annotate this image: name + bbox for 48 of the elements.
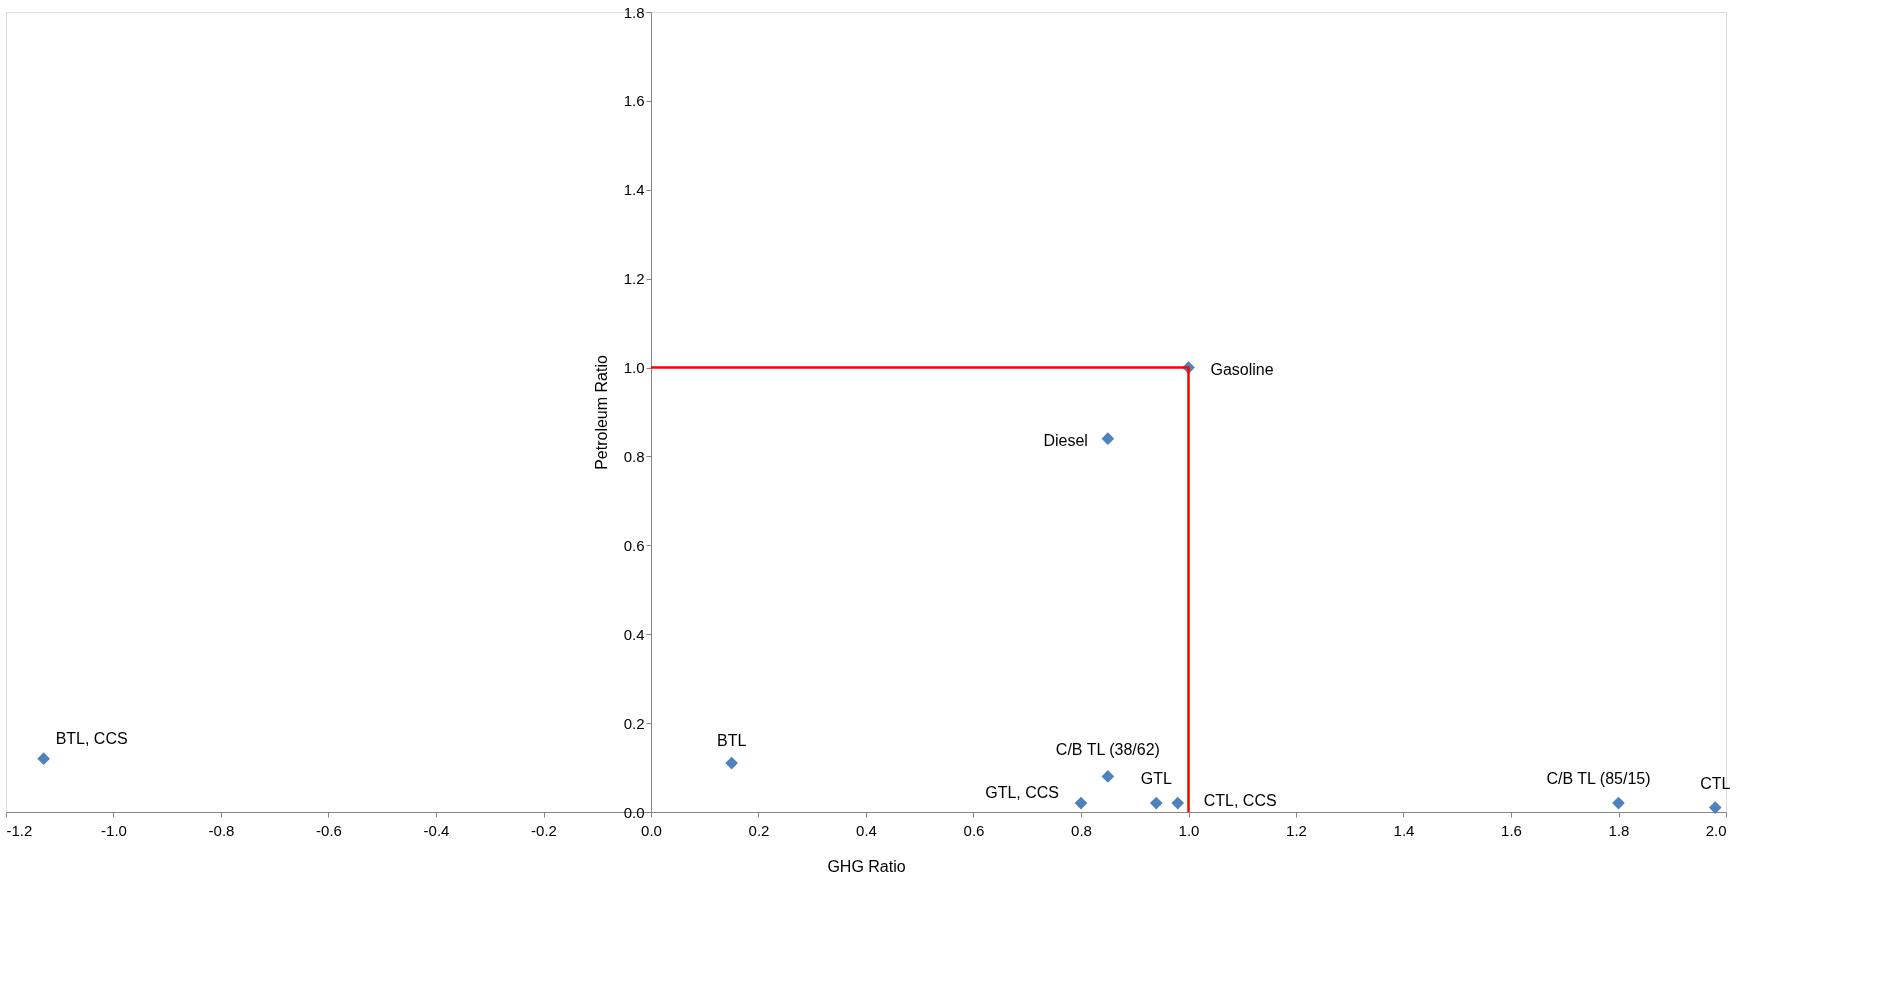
x-tick-label: 0.2 — [748, 821, 770, 839]
x-tick-label: -1.2 — [6, 821, 33, 839]
x-tick-label: 0.8 — [1071, 821, 1092, 839]
annotation: Gasoline — [1210, 360, 1274, 378]
x-tick-label: 1.8 — [1608, 821, 1630, 839]
point — [1171, 796, 1185, 810]
annotation: CTL — [1700, 774, 1731, 792]
x-tick-label: -0.6 — [316, 821, 342, 839]
point — [1101, 770, 1115, 783]
point — [1612, 796, 1625, 810]
x-tick-label: 2.0 — [1705, 821, 1727, 839]
point — [1074, 796, 1088, 810]
point — [37, 752, 50, 765]
y-tick-label: 1.0 — [623, 359, 645, 377]
y-tick-label: 1.6 — [623, 92, 645, 110]
y-tick-label: 1.8 — [623, 3, 645, 21]
x-tick-label: 1.4 — [1393, 821, 1415, 839]
y-tick-label: 0.0 — [623, 803, 645, 821]
x-tick-label: 0.4 — [856, 821, 877, 839]
y-tick-label: 1.2 — [623, 270, 645, 288]
y-tick-label: 0.4 — [623, 625, 645, 643]
point — [725, 756, 738, 770]
annotation: Diesel — [1043, 431, 1088, 449]
annotation: CTL, CCS — [1203, 792, 1277, 810]
x-tick-label: 1.6 — [1501, 821, 1522, 839]
x-tick-label: 0.6 — [963, 821, 985, 839]
x-tick-label: 0.0 — [641, 821, 662, 839]
y-tick-label: 1.4 — [623, 181, 645, 199]
annotation: BTL, CCS — [55, 729, 128, 747]
x-tick-label: -0.8 — [208, 821, 235, 839]
x-axis-title: GHG Ratio — [827, 857, 906, 875]
x-tick-label: -1.0 — [101, 821, 127, 839]
x-tick-label: -0.2 — [531, 821, 557, 839]
x-tick-label: 1.2 — [1286, 821, 1307, 839]
y-tick-label: 0.2 — [623, 714, 645, 732]
x-tick-label: 1.0 — [1178, 821, 1200, 839]
point — [1101, 432, 1115, 445]
annotation: C/B TL (85/15) — [1546, 770, 1651, 788]
point — [1149, 796, 1163, 810]
y-tick-label: 0.6 — [623, 536, 645, 554]
point — [1708, 801, 1722, 814]
annotation: GTL, CCS — [985, 784, 1059, 802]
y-tick-label: 0.8 — [623, 447, 645, 465]
annotation: C/B TL (38/62) — [1055, 741, 1160, 759]
annotation: GTL — [1140, 770, 1172, 788]
y-axis-title: Petroleum Ratio — [592, 355, 610, 470]
x-tick-label: -0.4 — [423, 821, 450, 839]
annotation: BTL — [716, 732, 747, 750]
